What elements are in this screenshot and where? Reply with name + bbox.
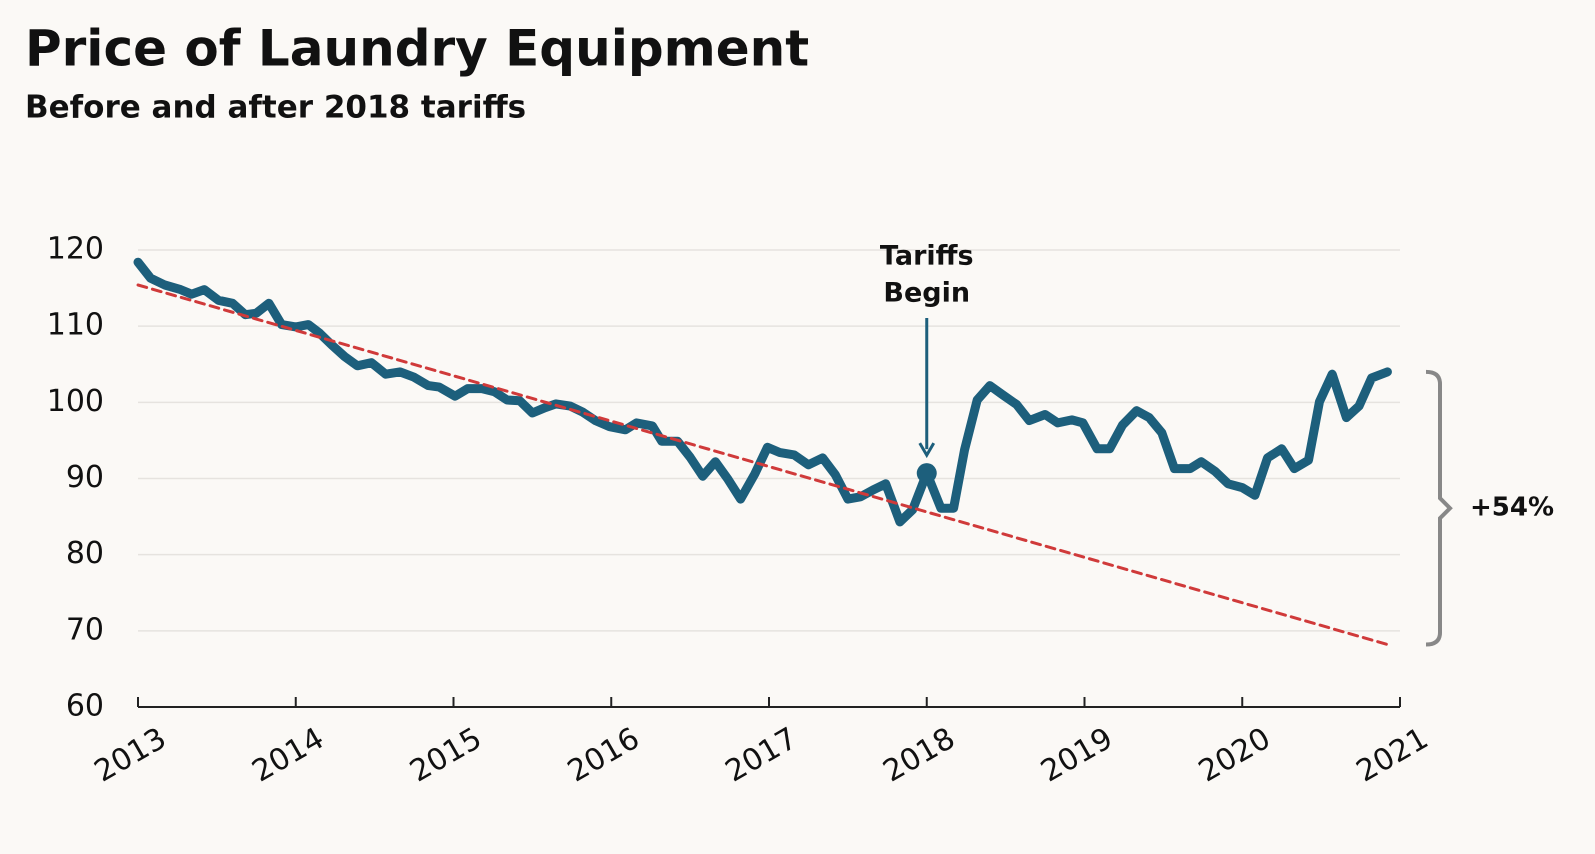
- x-tick-label: 2020: [1193, 721, 1277, 789]
- y-tick-label: 100: [47, 384, 104, 419]
- bracket: [1425, 369, 1453, 647]
- x-tick-label: 2018: [877, 721, 961, 789]
- price-line: [133, 257, 1392, 527]
- y-tick-label: 110: [47, 308, 104, 343]
- x-tick-label: 2019: [1035, 721, 1119, 789]
- x-tick-label: 2016: [562, 721, 646, 789]
- x-tick-label: 2017: [720, 721, 804, 789]
- y-tick-label: 80: [66, 536, 104, 571]
- y-tick-label: 120: [47, 232, 104, 267]
- chart-subtitle: Before and after 2018 tariffs: [25, 90, 526, 126]
- x-tick-label: 2014: [246, 721, 330, 789]
- annotation-text: Begin: [883, 278, 970, 309]
- bracket-label: +54%: [1470, 493, 1554, 523]
- x-tick-label: 2015: [404, 721, 488, 789]
- annotation-dot: [916, 463, 937, 484]
- arrow-head: [918, 442, 936, 459]
- x-tick-label: 2021: [1351, 721, 1435, 789]
- chart-title: Price of Laundry Equipment: [25, 20, 809, 78]
- y-tick-label: 60: [66, 689, 104, 724]
- annotation-text: Tariffs: [880, 241, 974, 272]
- x-tick-label: 2013: [89, 721, 173, 789]
- y-tick-label: 90: [66, 460, 104, 495]
- y-tick-label: 70: [66, 612, 104, 647]
- trend-line: [136, 283, 1389, 646]
